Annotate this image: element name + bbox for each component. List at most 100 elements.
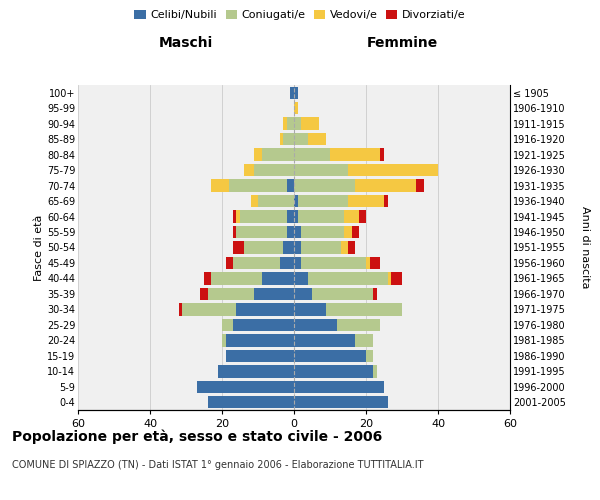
Bar [280,257,294,269]
Y-axis label: Fasce di età: Fasce di età [34,214,44,280]
Bar [244,164,254,176]
Bar [326,303,402,316]
Bar [208,396,294,408]
Bar [294,242,301,254]
Bar [233,242,244,254]
Bar [226,334,294,346]
Bar [211,272,262,284]
Bar [294,86,298,99]
Bar [283,118,287,130]
Bar [352,226,359,238]
Bar [301,257,366,269]
Bar [294,288,312,300]
Bar [236,210,240,222]
Bar [366,350,373,362]
Bar [287,118,294,130]
Bar [236,303,294,316]
Bar [251,195,258,207]
Bar [233,210,236,222]
Bar [294,272,308,284]
Bar [355,334,373,346]
Bar [222,318,233,331]
Bar [294,164,348,176]
Text: Popolazione per età, sesso e stato civile - 2006: Popolazione per età, sesso e stato civil… [12,430,382,444]
Bar [218,365,294,378]
Bar [254,148,262,161]
Bar [211,180,229,192]
Bar [355,180,416,192]
Bar [222,334,226,346]
Bar [373,365,377,378]
Bar [294,226,301,238]
Bar [373,288,377,300]
Bar [244,242,283,254]
Bar [391,272,402,284]
Legend: Celibi/Nubili, Coniugati/e, Vedovi/e, Divorziati/e: Celibi/Nubili, Coniugati/e, Vedovi/e, Di… [130,6,470,25]
Bar [298,195,348,207]
Bar [254,288,294,300]
Bar [204,272,211,284]
Bar [280,133,283,145]
Bar [236,226,287,238]
Bar [348,195,384,207]
Bar [330,148,380,161]
Bar [290,86,294,99]
Y-axis label: Anni di nascita: Anni di nascita [580,206,590,288]
Bar [384,195,388,207]
Bar [294,303,326,316]
Bar [416,180,424,192]
Bar [298,210,344,222]
Bar [294,148,330,161]
Bar [294,102,298,115]
Bar [308,133,326,145]
Bar [233,257,280,269]
Bar [208,288,254,300]
Bar [179,303,182,316]
Bar [197,380,294,393]
Bar [226,350,294,362]
Bar [301,226,344,238]
Bar [233,226,236,238]
Bar [312,288,373,300]
Text: Maschi: Maschi [159,36,213,50]
Text: COMUNE DI SPIAZZO (TN) - Dati ISTAT 1° gennaio 2006 - Elaborazione TUTTITALIA.IT: COMUNE DI SPIAZZO (TN) - Dati ISTAT 1° g… [12,460,424,470]
Bar [226,257,233,269]
Bar [388,272,391,284]
Bar [258,195,294,207]
Bar [308,272,388,284]
Text: Femmine: Femmine [367,36,437,50]
Bar [370,257,380,269]
Bar [380,148,384,161]
Bar [366,257,370,269]
Bar [301,242,341,254]
Bar [182,303,236,316]
Bar [344,226,352,238]
Bar [294,380,384,393]
Bar [240,210,287,222]
Bar [294,318,337,331]
Bar [294,180,355,192]
Bar [337,318,380,331]
Bar [294,133,308,145]
Bar [283,133,294,145]
Bar [341,242,348,254]
Bar [283,242,294,254]
Bar [294,334,355,346]
Bar [287,180,294,192]
Bar [229,180,287,192]
Bar [294,195,298,207]
Bar [301,118,319,130]
Bar [294,350,366,362]
Bar [287,226,294,238]
Bar [294,396,388,408]
Bar [348,164,438,176]
Bar [294,365,373,378]
Bar [262,148,294,161]
Bar [262,272,294,284]
Bar [287,210,294,222]
Bar [294,118,301,130]
Bar [200,288,208,300]
Bar [348,242,355,254]
Bar [254,164,294,176]
Bar [359,210,366,222]
